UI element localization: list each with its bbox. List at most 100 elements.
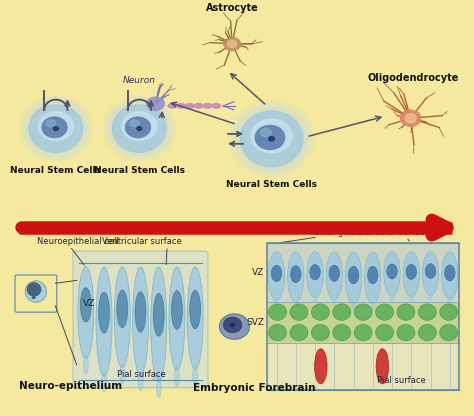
Ellipse shape [138, 371, 143, 391]
Text: Neural Stem Cells: Neural Stem Cells [10, 166, 101, 175]
Ellipse shape [96, 267, 112, 376]
Ellipse shape [112, 104, 166, 153]
Ellipse shape [101, 373, 107, 393]
Ellipse shape [21, 98, 90, 159]
Ellipse shape [151, 267, 167, 381]
Ellipse shape [27, 282, 41, 296]
Ellipse shape [351, 302, 356, 310]
Ellipse shape [78, 267, 94, 359]
Text: Ventricular surface: Ventricular surface [102, 237, 182, 246]
Text: Neural Stem Cells: Neural Stem Cells [94, 166, 185, 175]
Ellipse shape [186, 104, 194, 108]
Ellipse shape [425, 264, 436, 278]
Ellipse shape [251, 119, 292, 153]
Ellipse shape [255, 125, 285, 150]
Ellipse shape [25, 101, 87, 156]
Ellipse shape [387, 264, 397, 279]
Ellipse shape [38, 112, 73, 141]
Ellipse shape [187, 267, 203, 369]
Ellipse shape [137, 126, 142, 131]
Ellipse shape [114, 267, 130, 368]
Ellipse shape [46, 120, 56, 126]
Ellipse shape [81, 288, 91, 322]
Ellipse shape [238, 109, 305, 169]
Ellipse shape [348, 266, 359, 284]
FancyBboxPatch shape [267, 302, 459, 343]
Ellipse shape [120, 364, 125, 384]
Ellipse shape [401, 110, 421, 126]
Ellipse shape [315, 349, 327, 384]
Ellipse shape [311, 304, 329, 320]
Ellipse shape [409, 295, 414, 302]
Ellipse shape [27, 103, 85, 154]
Text: Astrocyte: Astrocyte [206, 3, 258, 13]
Ellipse shape [125, 117, 151, 138]
Text: Pial surface: Pial surface [117, 370, 166, 379]
FancyBboxPatch shape [267, 243, 459, 302]
Ellipse shape [269, 304, 287, 320]
Ellipse shape [419, 324, 436, 341]
Ellipse shape [203, 104, 212, 108]
Ellipse shape [192, 366, 198, 386]
Ellipse shape [19, 96, 92, 161]
Ellipse shape [29, 104, 83, 153]
Ellipse shape [42, 117, 67, 138]
Ellipse shape [31, 296, 36, 299]
Ellipse shape [346, 252, 362, 304]
Ellipse shape [271, 265, 282, 282]
Ellipse shape [397, 304, 415, 320]
FancyBboxPatch shape [73, 251, 208, 388]
Ellipse shape [147, 97, 164, 110]
Ellipse shape [332, 299, 337, 306]
Ellipse shape [112, 104, 166, 153]
Ellipse shape [132, 267, 148, 375]
Ellipse shape [83, 355, 88, 375]
Ellipse shape [329, 265, 339, 282]
Ellipse shape [224, 37, 240, 51]
Text: Radial glial cell: Radial glial cell [309, 228, 372, 237]
Ellipse shape [219, 314, 249, 339]
Ellipse shape [354, 304, 372, 320]
Ellipse shape [240, 111, 303, 167]
Ellipse shape [269, 324, 287, 341]
Ellipse shape [333, 324, 351, 341]
Ellipse shape [274, 299, 279, 306]
Ellipse shape [375, 324, 393, 341]
Ellipse shape [156, 378, 161, 398]
Text: Oligodendrocyte: Oligodendrocyte [367, 73, 459, 83]
Ellipse shape [168, 104, 176, 108]
Text: Neuroepithelial cell: Neuroepithelial cell [37, 237, 119, 246]
Ellipse shape [172, 291, 182, 329]
Ellipse shape [384, 252, 400, 296]
Ellipse shape [288, 252, 304, 302]
Ellipse shape [169, 267, 185, 370]
Ellipse shape [406, 264, 417, 280]
Ellipse shape [422, 252, 439, 295]
Ellipse shape [311, 324, 329, 341]
Text: VZ: VZ [83, 300, 95, 308]
Ellipse shape [223, 317, 242, 333]
Ellipse shape [240, 111, 303, 167]
Text: Neuron: Neuron [123, 76, 156, 85]
Ellipse shape [105, 98, 174, 159]
Ellipse shape [290, 324, 308, 341]
Ellipse shape [194, 104, 203, 108]
Ellipse shape [236, 107, 308, 171]
Ellipse shape [326, 252, 342, 300]
Ellipse shape [268, 252, 285, 300]
Text: Ventricular surface: Ventricular surface [350, 228, 430, 237]
Ellipse shape [397, 324, 415, 341]
Ellipse shape [109, 101, 170, 156]
Ellipse shape [174, 367, 180, 386]
FancyBboxPatch shape [267, 343, 459, 390]
Ellipse shape [29, 104, 83, 153]
Text: SVZ: SVZ [246, 318, 264, 327]
Text: VZ: VZ [252, 268, 264, 277]
Text: Embryonic Forebrain: Embryonic Forebrain [192, 383, 315, 393]
Ellipse shape [110, 103, 168, 154]
Ellipse shape [405, 114, 416, 123]
Ellipse shape [122, 112, 157, 141]
Ellipse shape [307, 252, 323, 297]
Ellipse shape [25, 281, 46, 302]
Ellipse shape [376, 349, 389, 384]
